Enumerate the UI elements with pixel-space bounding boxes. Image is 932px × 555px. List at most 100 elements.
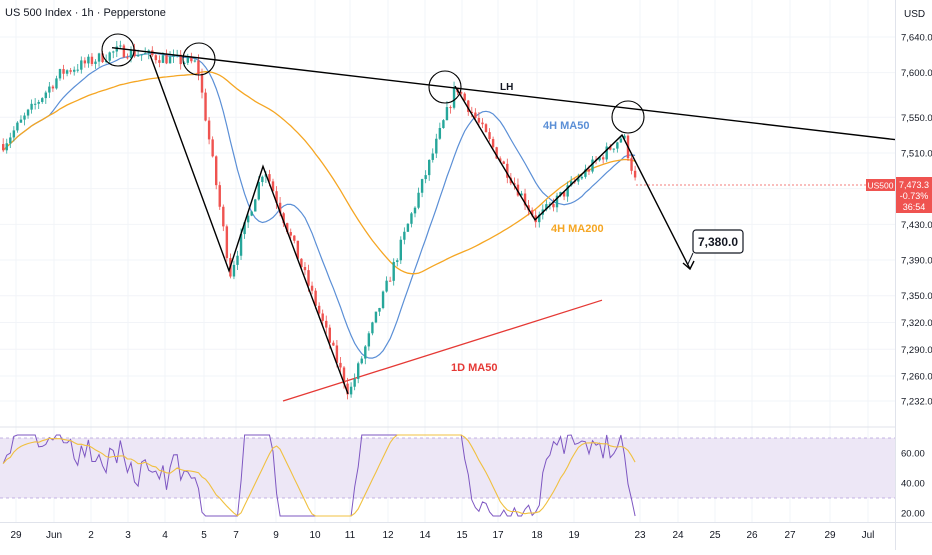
candle-body — [62, 69, 65, 74]
candle-body — [211, 139, 214, 157]
candle-body — [459, 92, 463, 94]
x-tick-label: 29 — [10, 530, 22, 541]
candle-body — [232, 264, 236, 277]
candle-body — [314, 290, 317, 306]
candle-body — [527, 205, 530, 211]
candle-body — [538, 214, 541, 223]
candle-body — [438, 128, 442, 139]
candle-body — [548, 203, 552, 205]
candle-body — [44, 92, 47, 99]
candle-body — [90, 56, 94, 64]
y-tick-label: 7,350.0 — [901, 291, 932, 302]
candle-body — [41, 98, 44, 102]
last-price: 7,473.3 — [899, 180, 929, 190]
candle-body — [396, 260, 399, 262]
rsi-tick-label: 20.00 — [901, 509, 925, 520]
rsi-ma-line — [2, 434, 636, 517]
candle-body — [317, 305, 321, 314]
candle-body — [616, 142, 619, 149]
ma200-4h-line — [2, 71, 636, 275]
candle-body — [115, 46, 118, 52]
x-tick-label: 24 — [672, 530, 684, 541]
candle-body — [449, 107, 452, 109]
candle-body — [580, 176, 584, 179]
candle-body — [506, 163, 509, 178]
candle-body — [30, 103, 33, 110]
y-tick-label: 7,320.0 — [901, 318, 932, 329]
zigzag-left — [149, 54, 349, 395]
candle-body — [552, 203, 555, 208]
x-tick-label: 23 — [634, 530, 646, 541]
candle-body — [275, 191, 278, 203]
x-tick-label: 4 — [162, 530, 168, 541]
candle-body — [523, 193, 527, 206]
candle-body — [193, 60, 197, 62]
candle-body — [69, 70, 72, 72]
peak-circle — [101, 33, 135, 67]
x-tick-label: 27 — [784, 530, 796, 541]
candle-body — [51, 86, 55, 89]
candle-body — [83, 60, 87, 64]
candle-body — [530, 210, 534, 216]
candle-body — [246, 215, 250, 223]
x-tick-label: 5 — [201, 530, 207, 541]
candle-body — [499, 158, 502, 162]
x-tick-label: Jul — [862, 530, 875, 541]
candle-body — [23, 115, 26, 120]
x-tick-label: 11 — [345, 530, 356, 541]
x-tick-label: 14 — [419, 530, 431, 541]
candle-body — [289, 232, 292, 236]
candle-body — [161, 55, 165, 63]
candle-body — [410, 213, 413, 224]
candle-body — [371, 322, 374, 334]
candle-body — [307, 270, 310, 286]
x-tick-label: 17 — [492, 530, 504, 541]
x-tick-label: 15 — [456, 530, 468, 541]
candle-body — [399, 239, 402, 261]
ma50-4h-line — [2, 52, 636, 359]
candle-body — [374, 311, 378, 323]
symbol-tag — [866, 179, 895, 191]
x-tick-label: 12 — [382, 530, 394, 541]
candle-body — [225, 226, 229, 259]
candle-body — [442, 120, 445, 129]
candle-body — [403, 231, 406, 240]
ma200-4h-label: 4H MA200 — [551, 223, 604, 235]
candle-body — [73, 69, 76, 72]
candle-body — [481, 122, 484, 125]
candle-body — [268, 174, 271, 182]
x-tick-label: 9 — [273, 530, 279, 541]
candle-body — [353, 378, 356, 387]
candle-body — [58, 69, 62, 79]
ma50-1d-label: 1D MA50 — [451, 362, 497, 374]
candle-body — [278, 202, 282, 214]
x-tick-label: 7 — [233, 530, 239, 541]
candle-body — [250, 211, 253, 216]
candle-body — [122, 45, 126, 58]
candle-body — [243, 222, 246, 235]
candle-body — [254, 199, 257, 212]
candle-body — [140, 54, 143, 56]
candle-body — [197, 60, 200, 75]
candle-body — [26, 109, 30, 116]
candle-body — [406, 223, 410, 232]
candle-body — [154, 55, 158, 61]
candle-body — [367, 333, 371, 347]
candle-body — [80, 60, 83, 70]
candle-body — [19, 119, 23, 123]
candle-body — [87, 56, 90, 64]
rsi-band — [0, 438, 895, 498]
x-tick-label: 26 — [746, 530, 758, 541]
x-tick-label: 10 — [309, 530, 321, 541]
candle-body — [33, 103, 37, 105]
candle-body — [609, 146, 612, 150]
candle-body — [428, 159, 431, 176]
candle-body — [452, 87, 456, 108]
zigzag-right — [454, 85, 691, 270]
candle-body — [222, 206, 225, 227]
candle-body — [388, 280, 392, 282]
candle-body — [598, 157, 601, 161]
candle-body — [584, 169, 587, 177]
rsi-tick-label: 40.00 — [901, 479, 925, 490]
